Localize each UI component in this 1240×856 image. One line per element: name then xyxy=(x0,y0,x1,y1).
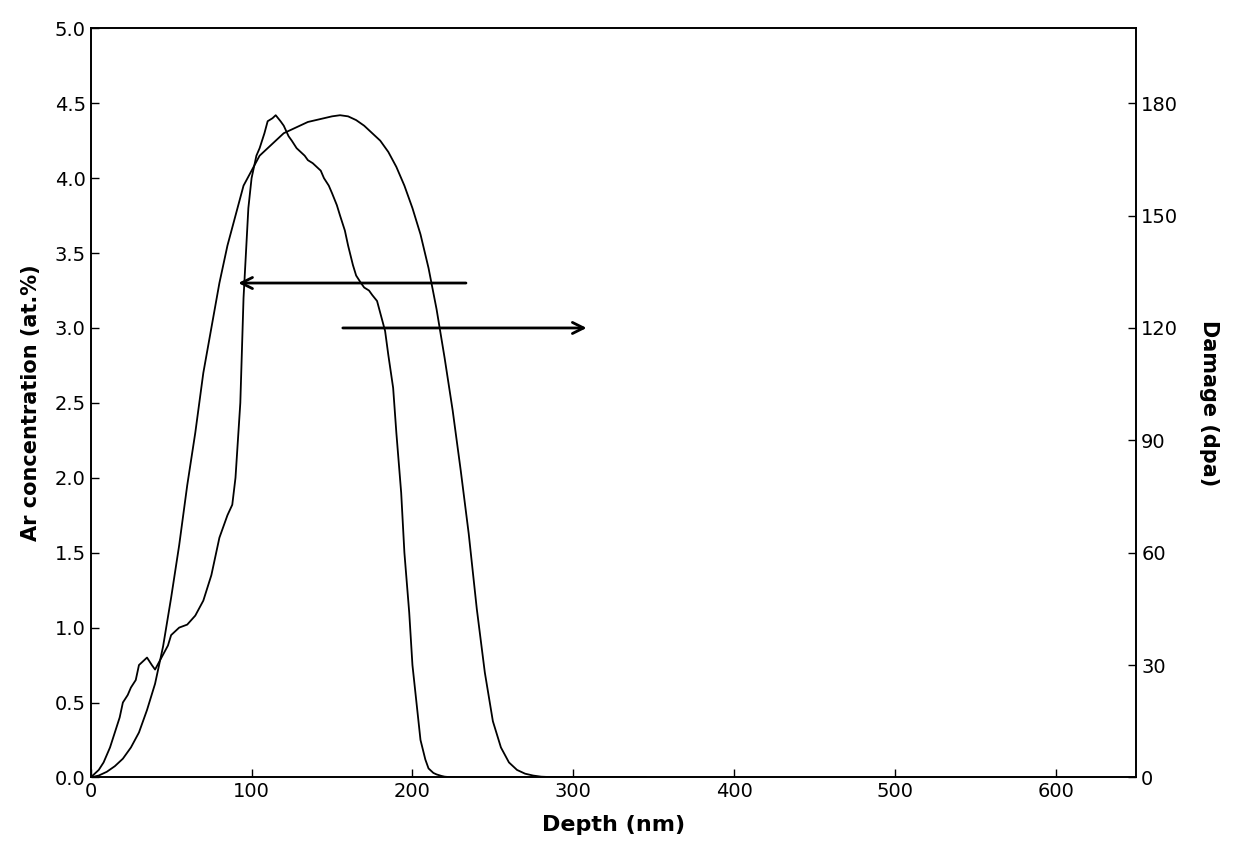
Y-axis label: Damage (dpa): Damage (dpa) xyxy=(1199,320,1219,486)
Y-axis label: Ar concentration (at.%): Ar concentration (at.%) xyxy=(21,265,41,541)
X-axis label: Depth (nm): Depth (nm) xyxy=(542,815,684,835)
